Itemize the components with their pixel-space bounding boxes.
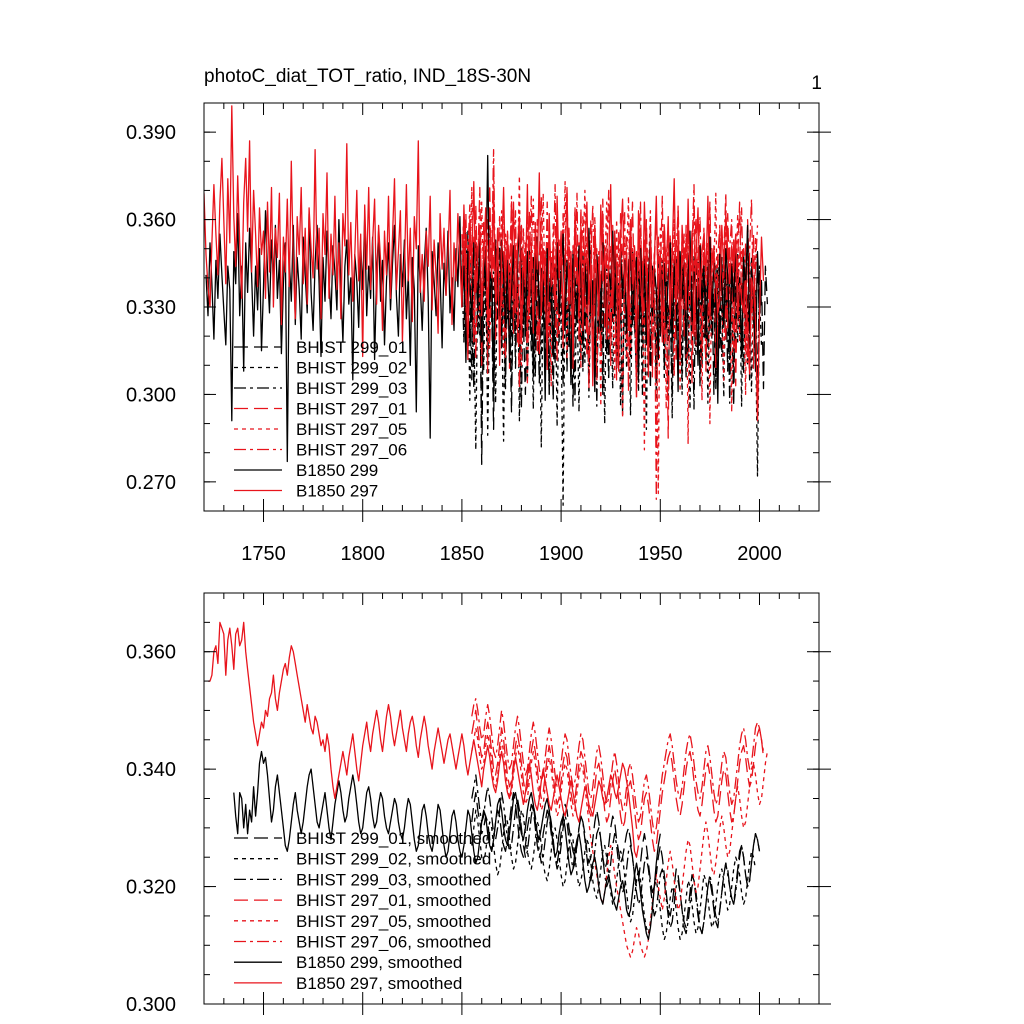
series-line-8 [204,105,765,422]
y-tick-label: 0.390 [126,122,176,144]
series-line-7 [233,750,661,941]
y-tick-label: 0.320 [126,877,176,899]
legend: BHIST 299_01, smoothed BHIST 299_02, smoo… [234,829,491,993]
series-line-2 [471,809,757,941]
legend-label: B1850 297, smoothed [296,974,462,993]
legend-label: BHIST 297_01, smoothed [296,891,491,910]
series-line-6 [471,698,765,835]
series-line-8 [208,621,640,858]
series-line-1 [471,791,761,935]
y-tick-label: 0.360 [126,210,176,232]
x-tick-label: 1900 [539,543,584,565]
series-line-3 [471,774,761,935]
legend-label: BHIST 297_01 [296,400,407,419]
series-line-7 [205,154,761,463]
legend-label: B1850 299 [296,461,378,480]
x-tick-label: 1750 [241,543,286,565]
bottom-panel: 0.300 0.320 0.340 0.360 BHIST 299_01, smooth… [126,592,831,1016]
legend-label: BHIST 297_06 [296,441,407,460]
legend-label: BHIST 297_05 [296,420,407,439]
series-line-4 [471,709,765,852]
series-line-5 [471,727,769,958]
legend-label: B1850 299, smoothed [296,953,462,972]
legend-label: BHIST 297_05, smoothed [296,912,491,931]
legend-label: BHIST 299_02, smoothed [296,850,491,869]
x-tick-label: 1950 [638,543,683,565]
legend-label: B1850 297 [296,482,378,501]
x-tick-label: 2000 [737,543,782,565]
legend-label: BHIST 299_03, smoothed [296,870,491,889]
legend-label: BHIST 299_01, smoothed [296,829,491,848]
y-tick-label: 0.330 [126,297,176,319]
x-tick-label: 1800 [340,543,385,565]
legend-label: BHIST 297_06, smoothed [296,933,491,952]
y-tick-label: 0.360 [126,642,176,664]
legend-label: BHIST 299_03 [296,379,407,398]
y-tick-label: 0.270 [126,472,176,494]
top-panel: 1750 1800 1850 1900 1950 2000 0.270 0.300 0.330 0… [126,102,831,565]
legend-label: BHIST 299_02 [296,359,407,378]
y-tick-label: 0.340 [126,759,176,781]
panel-number: 1 [811,73,822,94]
x-tick-label: 1850 [440,543,485,565]
y-tick-label: 0.300 [126,384,176,406]
chart-title: photoC_diat_TOT_ratio, IND_18S-30N [204,66,531,87]
y-tick-label: 0.300 [126,994,176,1016]
legend-label: BHIST 299_01 [296,338,407,357]
